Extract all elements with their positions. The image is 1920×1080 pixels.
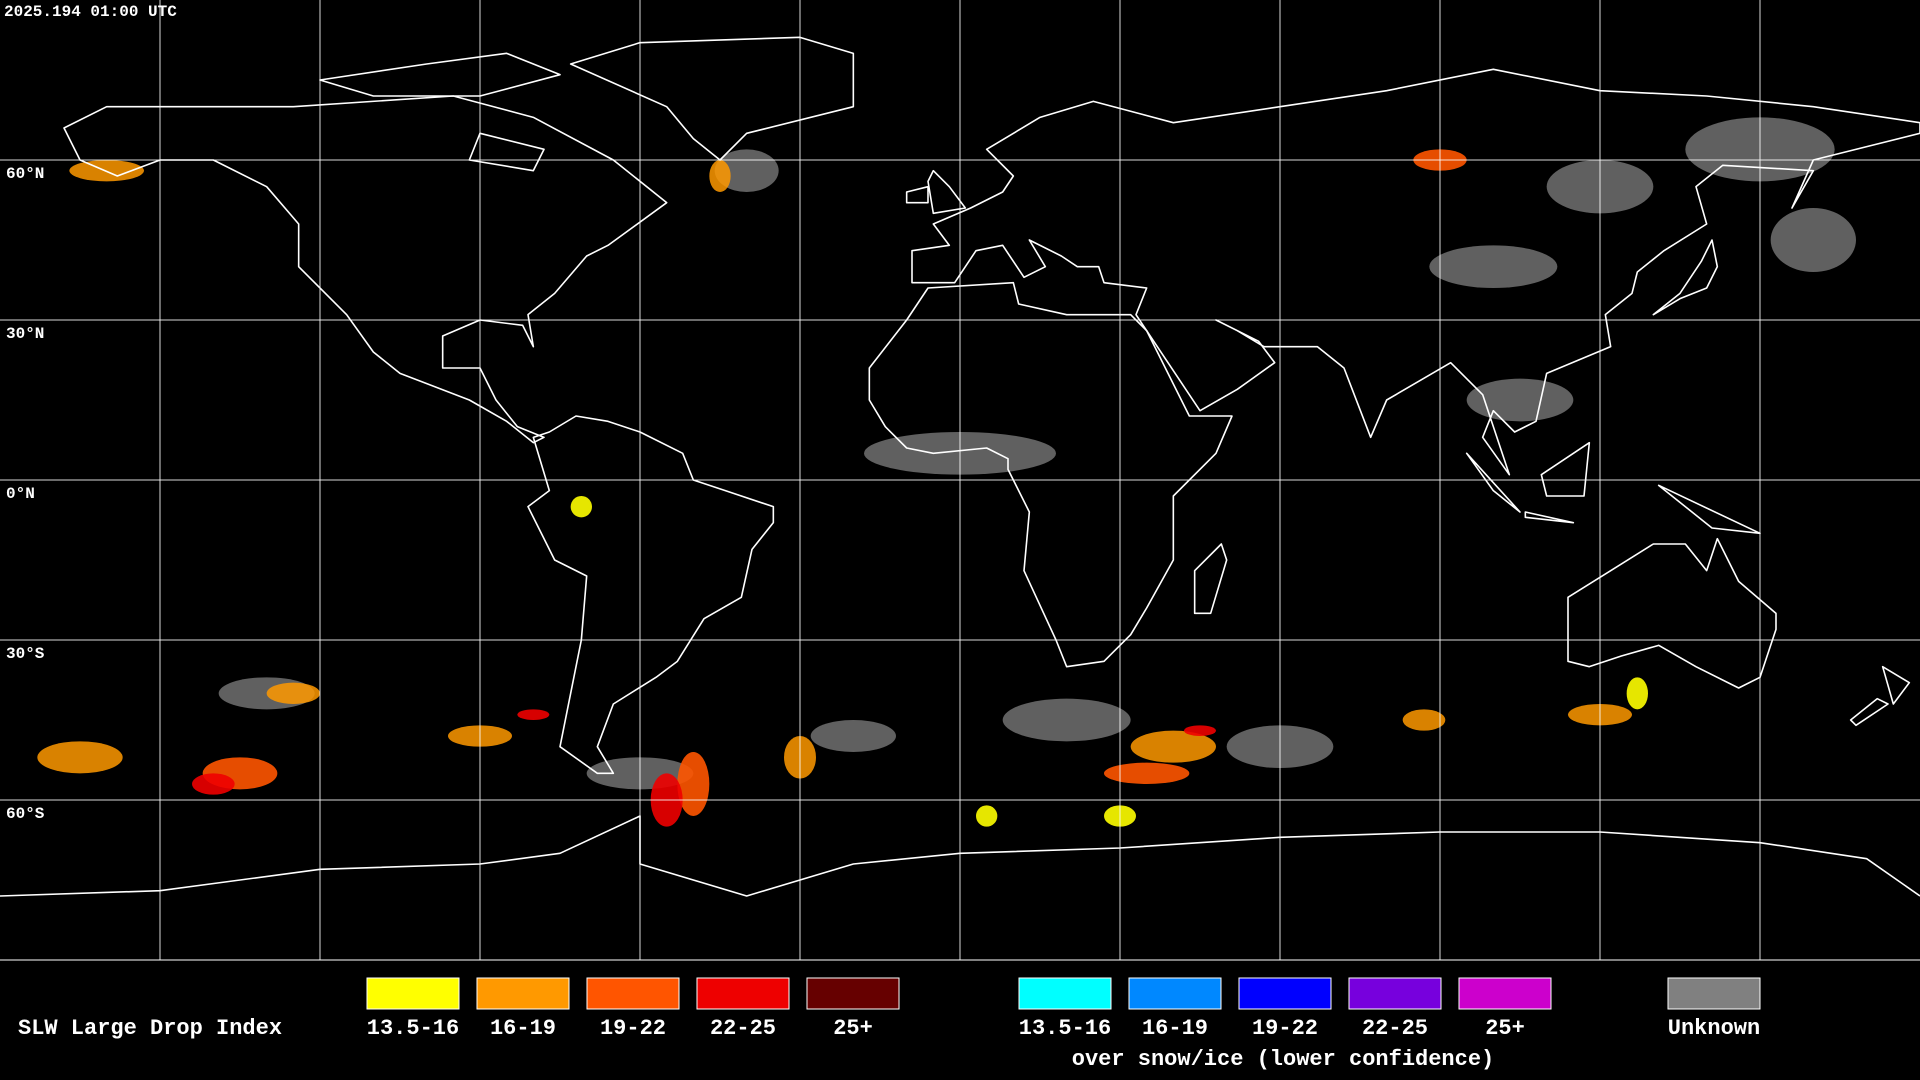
cloud-patches — [37, 117, 1856, 827]
legend-swatch — [1348, 977, 1442, 1010]
legend-label: 25+ — [1485, 1016, 1525, 1041]
legend-swatch — [1667, 977, 1761, 1010]
madagascar — [1195, 544, 1227, 613]
legend-swatch — [586, 977, 680, 1010]
legend-swatch — [476, 977, 570, 1010]
legend-swatch — [806, 977, 900, 1010]
legend-swatch — [1238, 977, 1332, 1010]
eurasia — [912, 69, 1920, 474]
latitude-label: 60°N — [6, 165, 44, 183]
legend-label: 22-25 — [710, 1016, 776, 1041]
legend-swatch — [1458, 977, 1552, 1010]
legend-label: 22-25 — [1362, 1016, 1428, 1041]
legend-swatch — [1128, 977, 1222, 1010]
legend-label: 13.5-16 — [1019, 1016, 1111, 1041]
legend-label: 25+ — [833, 1016, 873, 1041]
latitude-label: 30°N — [6, 325, 44, 343]
legend-title: SLW Large Drop Index — [18, 1016, 282, 1041]
north-america — [64, 96, 667, 443]
legend-swatch — [366, 977, 460, 1010]
indonesia — [1467, 443, 1760, 534]
new-zealand — [1851, 667, 1910, 726]
legend-swatch — [696, 977, 790, 1010]
japan — [1653, 240, 1717, 315]
legend-label: Unknown — [1668, 1016, 1760, 1041]
yellow-patches — [570, 495, 1648, 827]
latitude-label: 60°S — [6, 805, 45, 823]
legend-label: 16-19 — [1142, 1016, 1208, 1041]
antarctica — [0, 816, 1920, 896]
australia — [1568, 539, 1776, 688]
timestamp: 2025.194 01:00 UTC — [4, 3, 177, 21]
legend-swatch — [1018, 977, 1112, 1010]
legend: SLW Large Drop Index over snow/ice (lowe… — [18, 977, 1761, 1072]
legend-label: 19-22 — [600, 1016, 666, 1041]
africa — [869, 283, 1232, 667]
latitude-label: 30°S — [6, 645, 45, 663]
warm-patches — [37, 160, 1632, 779]
south-america — [528, 416, 773, 773]
legend-label: 13.5-16 — [367, 1016, 459, 1041]
graticule — [0, 0, 1920, 960]
map-labels: 2025.194 01:00 UTC 60°N 30°N 0°N 30°S 60°S — [4, 3, 177, 823]
latitude-label: 0°N — [6, 485, 35, 503]
coastlines — [0, 37, 1920, 896]
snow-ice-note: over snow/ice (lower confidence) — [1072, 1047, 1494, 1072]
legend-label: 16-19 — [490, 1016, 556, 1041]
legend-label: 19-22 — [1252, 1016, 1318, 1041]
arctic-islands — [320, 53, 560, 170]
